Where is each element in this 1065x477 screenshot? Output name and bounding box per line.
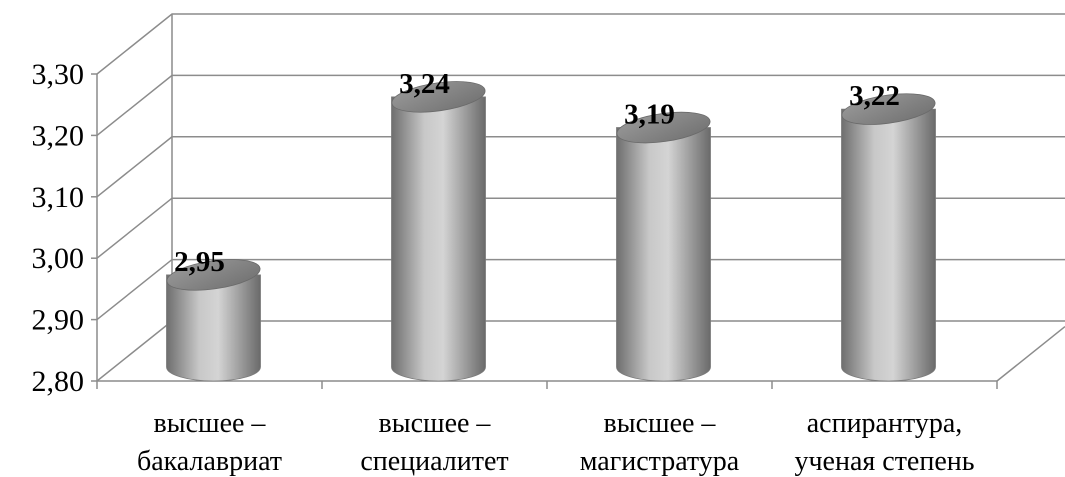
bar-top [616,111,711,144]
gridline [96,13,1065,75]
x-category-label: аспирантура, ученая степень [794,408,974,477]
x-category-label: высшее – бакалавриат [137,408,282,477]
bar-body [166,274,261,382]
y-tick-label: 2,90 [32,304,85,337]
bars [166,81,936,382]
data-label: 3,19 [624,99,675,131]
y-tick-label: 3,30 [32,58,85,91]
bar [391,81,486,382]
data-label: 3,22 [849,80,900,112]
data-label: 2,95 [174,246,225,278]
x-category-label: высшее – магистратура [580,408,740,477]
data-labels: 2,95 3,24 3,19 3,22 [174,68,900,278]
axes [91,14,1065,389]
bar-body [391,96,486,382]
y-tick-label: 2,80 [32,365,85,398]
data-label: 3,24 [399,68,450,100]
bar-top [166,259,261,291]
bar [841,93,936,382]
bar-top [841,93,936,125]
y-tick-label: 3,00 [32,242,85,275]
bar-body [841,108,936,382]
x-category-labels: высшее – бакалавриат высшее – специалитет вы… [137,408,975,477]
bar [616,111,711,382]
y-tick-label: 3,10 [32,181,85,214]
x-category-label: высшее – специалитет [360,408,508,477]
floor-right-edge [996,326,1065,382]
bar-top [391,81,486,113]
bar-body [616,127,711,382]
y-tick-labels: 2,80 2,90 3,00 3,10 3,20 3,30 [32,58,85,398]
bar [166,259,261,382]
y-tick-label: 3,20 [32,119,85,152]
